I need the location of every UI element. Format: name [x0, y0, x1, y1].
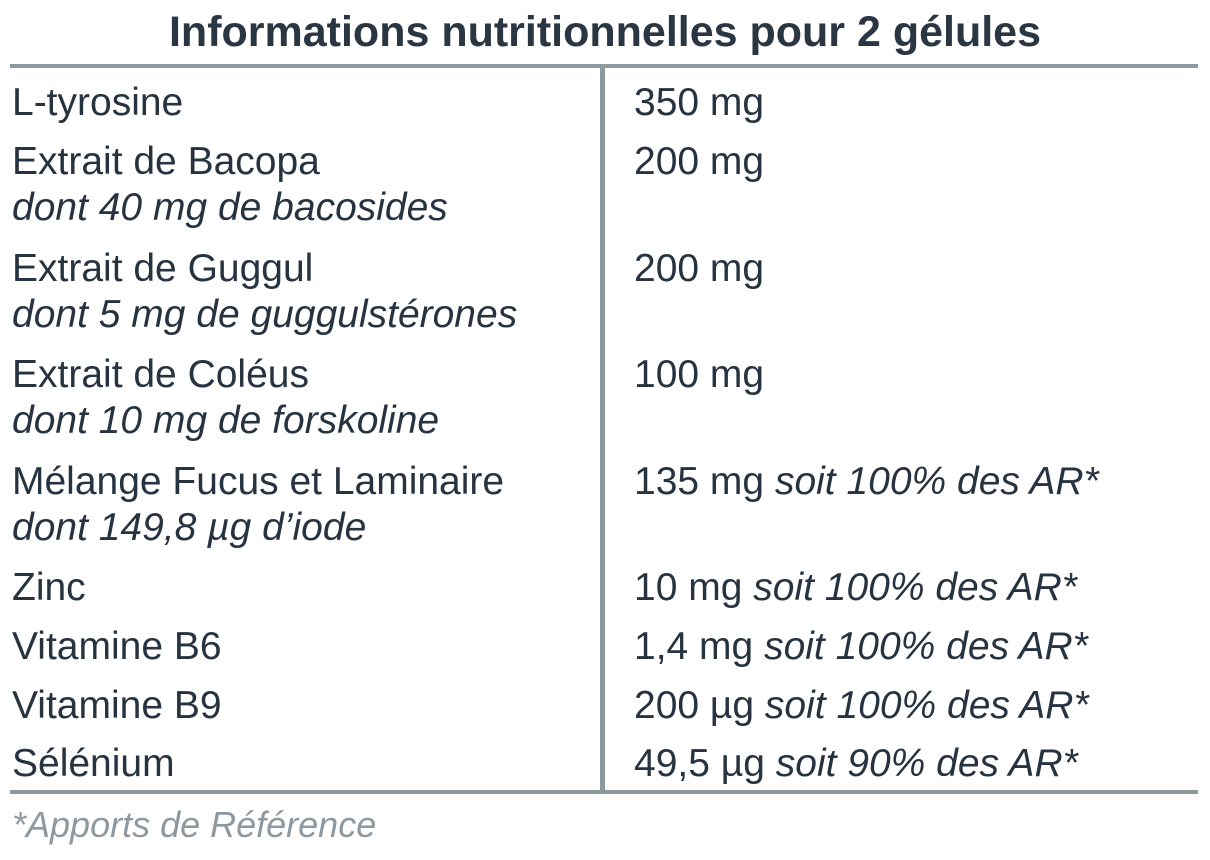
bottom-rule [10, 790, 1198, 794]
ingredient-amount: 135 mg soit 100% des AR* [634, 457, 1099, 507]
ingredient-amount: 49,5 µg soit 90% des AR* [634, 739, 1078, 789]
ingredient-name: Extrait de Coléus [12, 353, 309, 396]
ingredient-amount: 1,4 mg soit 100% des AR* [634, 622, 1088, 672]
ingredient-amount: 100 mg [634, 350, 764, 400]
amount-value: 49,5 µg [634, 742, 765, 785]
ingredient-name: Vitamine B6 [12, 625, 222, 668]
ingredient-detail: dont 5 mg de guggulstérones [12, 293, 518, 336]
ingredient-detail: dont 149,8 µg d’iode [12, 506, 367, 549]
ingredient-amount: 200 mg [634, 137, 764, 187]
ingredient-amount: 200 µg soit 100% des AR* [634, 681, 1089, 731]
ingredient-name: Mélange Fucus et Laminaire [12, 460, 505, 503]
ingredient-name: Extrait de Bacopa [12, 140, 320, 183]
amount-value: 200 µg [634, 684, 755, 727]
reference-note: soit 100% des AR* [764, 684, 1089, 727]
reference-note: soit 100% des AR* [774, 460, 1099, 503]
ingredient-detail: dont 40 mg de bacosides [12, 186, 448, 229]
ingredient-amount: 350 mg [634, 78, 764, 128]
ingredient-amount: 200 mg [634, 244, 764, 294]
footnote: *Apports de Référence [12, 804, 377, 845]
amount-value: 350 mg [634, 81, 765, 124]
amount-value: 100 mg [634, 353, 765, 396]
amount-value: 1,4 mg [634, 625, 754, 668]
ingredient-name: Zinc [12, 566, 86, 609]
ingredient-name: Vitamine B9 [12, 684, 222, 727]
reference-note: soit 100% des AR* [753, 566, 1077, 609]
amount-value: 200 mg [634, 247, 765, 290]
top-rule [10, 64, 1198, 68]
reference-note: soit 100% des AR* [764, 625, 1088, 668]
ingredient-amount: 10 mg soit 100% des AR* [634, 563, 1077, 613]
ingredient-detail: dont 10 mg de forskoline [12, 399, 440, 442]
table-title: Informations nutritionnelles pour 2 gélu… [168, 8, 1042, 56]
amount-value: 135 mg [634, 460, 765, 503]
reference-note: soit 90% des AR* [775, 742, 1078, 785]
amount-value: 10 mg [634, 566, 743, 609]
ingredient-name: Sélénium [12, 742, 175, 785]
ingredient-name: Extrait de Guggul [12, 247, 314, 290]
ingredient-name: L-tyrosine [12, 81, 184, 124]
column-divider [600, 68, 605, 790]
amount-value: 200 mg [634, 140, 765, 183]
